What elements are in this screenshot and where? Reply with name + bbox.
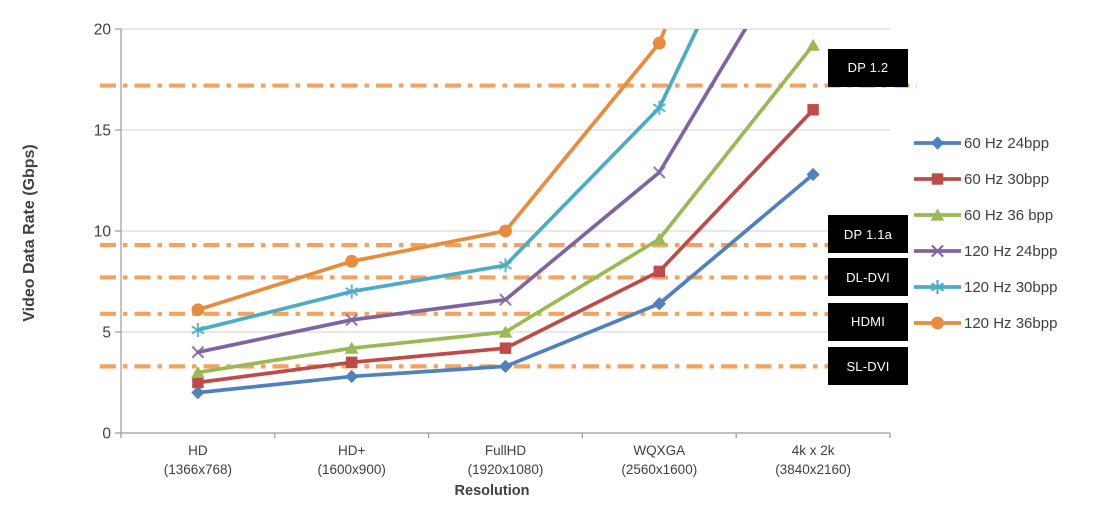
marker-diamond bbox=[191, 386, 205, 400]
marker-x bbox=[931, 244, 944, 258]
legend-label: 60 Hz 24bpp bbox=[964, 134, 1050, 152]
y-tick-label: 5 bbox=[102, 325, 111, 342]
y-tick-label: 15 bbox=[94, 123, 111, 140]
marker-square bbox=[931, 173, 944, 185]
marker-square bbox=[346, 356, 358, 368]
marker-circle bbox=[652, 36, 666, 50]
legend-item-60-hz-30bpp: 60 Hz 30bpp bbox=[913, 161, 1057, 197]
legend-label: 120 Hz 24bpp bbox=[964, 242, 1058, 260]
x-category-label-wqxga: WQXGA (2560x1600) bbox=[621, 441, 697, 479]
category-resolution: (3840x2160) bbox=[775, 462, 851, 477]
legend-item-120-hz-36bpp: 120 Hz 36bpp bbox=[913, 305, 1057, 341]
marker-triangle bbox=[930, 208, 945, 221]
marker-circle bbox=[345, 254, 359, 268]
category-resolution: (1366x768) bbox=[163, 462, 233, 477]
marker-asterisk bbox=[345, 284, 359, 299]
category-resolution: (1920x1080) bbox=[467, 462, 544, 477]
callout-dp-1-1a: DP 1.1a bbox=[828, 215, 908, 254]
legend-label: 120 Hz 36bpp bbox=[964, 314, 1058, 332]
x-category-label-4k-x-2k: 4k x 2k (3840x2160) bbox=[775, 441, 851, 479]
legend-item-60-hz-36-bpp: 60 Hz 36 bpp bbox=[913, 197, 1057, 233]
marker-triangle bbox=[806, 38, 820, 51]
y-tick-label: 20 bbox=[94, 22, 112, 39]
callout-hdmi: HDMI bbox=[828, 302, 908, 341]
legend-marker-asterisk bbox=[914, 280, 961, 294]
legend-item-120-hz-24bpp: 120 Hz 24bpp bbox=[913, 233, 1057, 269]
marker-asterisk bbox=[930, 280, 945, 294]
category-resolution: (2560x1600) bbox=[621, 462, 698, 477]
marker-x bbox=[345, 313, 359, 327]
marker-x bbox=[191, 345, 205, 359]
category-name: HD bbox=[188, 443, 208, 458]
category-name: HD+ bbox=[337, 443, 366, 458]
legend: 60 Hz 24bpp 60 Hz 30bpp 60 Hz 36 bpp 120 Hz… bbox=[913, 125, 1057, 341]
marker-x bbox=[652, 166, 666, 179]
marker-diamond bbox=[652, 297, 666, 311]
series-group bbox=[191, 29, 820, 400]
marker-triangle bbox=[498, 325, 513, 338]
marker-asterisk bbox=[191, 322, 205, 337]
legend-label: 60 Hz 30bpp bbox=[964, 170, 1050, 188]
legend-label: 60 Hz 36 bpp bbox=[964, 206, 1054, 224]
callout-dl-dvi: DL-DVI bbox=[828, 258, 908, 297]
marker-triangle bbox=[344, 341, 359, 354]
legend-marker-square bbox=[914, 173, 961, 185]
x-category-label-fullhd: FullHD (1920x1080) bbox=[468, 441, 544, 479]
legend-marker-circle bbox=[914, 316, 961, 330]
y-tick-label: 10 bbox=[94, 224, 112, 241]
marker-circle bbox=[191, 303, 205, 317]
marker-square bbox=[499, 342, 512, 354]
y-tick-label: 0 bbox=[102, 426, 111, 443]
x-axis-title: Resolution bbox=[454, 483, 530, 499]
marker-x bbox=[499, 293, 512, 307]
marker-square bbox=[807, 104, 819, 116]
callout-sl-dvi: SL-DVI bbox=[828, 347, 908, 386]
marker-square bbox=[653, 265, 665, 278]
legend-marker-triangle bbox=[914, 208, 961, 221]
category-name: WQXGA bbox=[633, 443, 686, 458]
x-category-label-hd: HD (1366x768) bbox=[164, 441, 232, 479]
marker-circle bbox=[931, 316, 944, 330]
legend-label: 120 Hz 30bpp bbox=[964, 278, 1058, 296]
marker-diamond bbox=[806, 167, 820, 182]
legend-item-120-hz-30bpp: 120 Hz 30bpp bbox=[913, 269, 1057, 305]
marker-circle bbox=[499, 224, 512, 238]
y-axis-title: Video Data Rate (Gbps) bbox=[21, 144, 38, 322]
marker-asterisk bbox=[498, 258, 513, 273]
legend-item-60-hz-24bpp: 60 Hz 24bpp bbox=[913, 125, 1057, 161]
legend-marker-x bbox=[914, 244, 961, 258]
category-name: FullHD bbox=[484, 443, 527, 458]
callout-dp-1-2: DP 1.2 bbox=[828, 48, 908, 87]
category-name: 4k x 2k bbox=[791, 443, 835, 458]
marker-diamond bbox=[345, 369, 359, 384]
legend-marker-diamond bbox=[914, 136, 961, 150]
marker-square bbox=[192, 376, 204, 389]
marker-diamond bbox=[930, 136, 945, 150]
marker-asterisk bbox=[652, 100, 666, 115]
marker-triangle bbox=[191, 366, 205, 378]
marker-diamond bbox=[498, 359, 513, 373]
category-resolution: (1600x900) bbox=[317, 462, 386, 477]
marker-triangle bbox=[652, 232, 667, 245]
x-category-label-hd: HD+ (1600x900) bbox=[318, 441, 386, 479]
